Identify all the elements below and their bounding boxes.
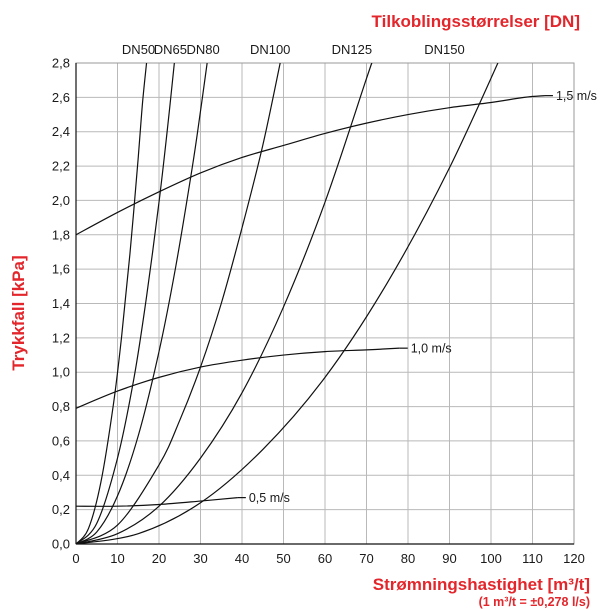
x-tick-label-80: 80 [401,551,415,566]
series-velocity-1-0-m-s-line [76,347,400,409]
x-tick-label-50: 50 [276,551,290,566]
chart-title: Tilkoblingsstørrelser [DN] [372,12,580,31]
y-tick-label-3: 0,6 [52,433,70,448]
series-dn150-label: DN150 [424,42,464,57]
y-tick-label-10: 2,0 [52,193,70,208]
series-velocity-1-5-m-s-line [76,95,546,236]
y-tick-label-0: 0,0 [52,537,70,552]
y-axis-label: Trykkfall [kPa] [9,255,28,370]
series-velocity-0-5-m-s-label: 0,5 m/s [249,491,290,505]
series-velocity-1-0-m-s-label: 1,0 m/s [411,342,452,356]
x-tick-label-40: 40 [235,551,249,566]
series-dn50-label: DN50 [122,42,155,57]
y-tick-label-9: 1,8 [52,227,70,242]
x-axis-label: Strømningshastighet [m³/t] [373,575,590,594]
x-tick-label-10: 10 [110,551,124,566]
series-dn100-label: DN100 [250,42,290,57]
x-tick-label-120: 120 [563,551,585,566]
series-dn65-line [76,63,175,544]
series-dn125-line [76,63,373,544]
y-tick-label-8: 1,6 [52,262,70,277]
y-tick-label-7: 1,4 [52,296,70,311]
x-tick-label-60: 60 [318,551,332,566]
curves [76,63,546,544]
series-dn125-label: DN125 [332,42,372,57]
y-tick-label-12: 2,4 [52,124,70,139]
grid [75,62,575,545]
x-tick-label-110: 110 [522,551,543,566]
y-tick-label-11: 2,2 [52,159,70,174]
x-tick-label-20: 20 [152,551,166,566]
series-dn100-line [76,63,281,544]
y-tick-label-5: 1,0 [52,365,70,380]
y-tick-label-6: 1,2 [52,330,70,345]
y-tick-label-14: 2,8 [52,56,70,71]
x-tick-label-0: 0 [72,551,79,566]
series-velocity-0-5-m-s-line [76,497,238,507]
x-tick-label-30: 30 [193,551,207,566]
series-dn65-label: DN65 [154,42,187,57]
x-tick-label-70: 70 [359,551,373,566]
series-dn80-line [76,63,208,544]
series-dn150-line [76,63,499,544]
x-axis-note: (1 m³/t = ±0,278 l/s) [479,595,590,609]
x-tick-label-100: 100 [480,551,502,566]
series-dn50-line [76,63,148,544]
series-velocity-1-5-m-s-label: 1,5 m/s [556,89,597,103]
x-tick-label-90: 90 [442,551,456,566]
y-tick-label-13: 2,6 [52,90,70,105]
y-tick-label-2: 0,4 [52,468,70,483]
series-dn80-label: DN80 [187,42,220,57]
labels: 0 10 20 30 40 50 60 70 80 90 100 110 120 0,0 0,2 0,4 0,6… [52,42,597,566]
y-tick-label-4: 0,8 [52,399,70,414]
y-tick-label-1: 0,2 [52,502,70,517]
